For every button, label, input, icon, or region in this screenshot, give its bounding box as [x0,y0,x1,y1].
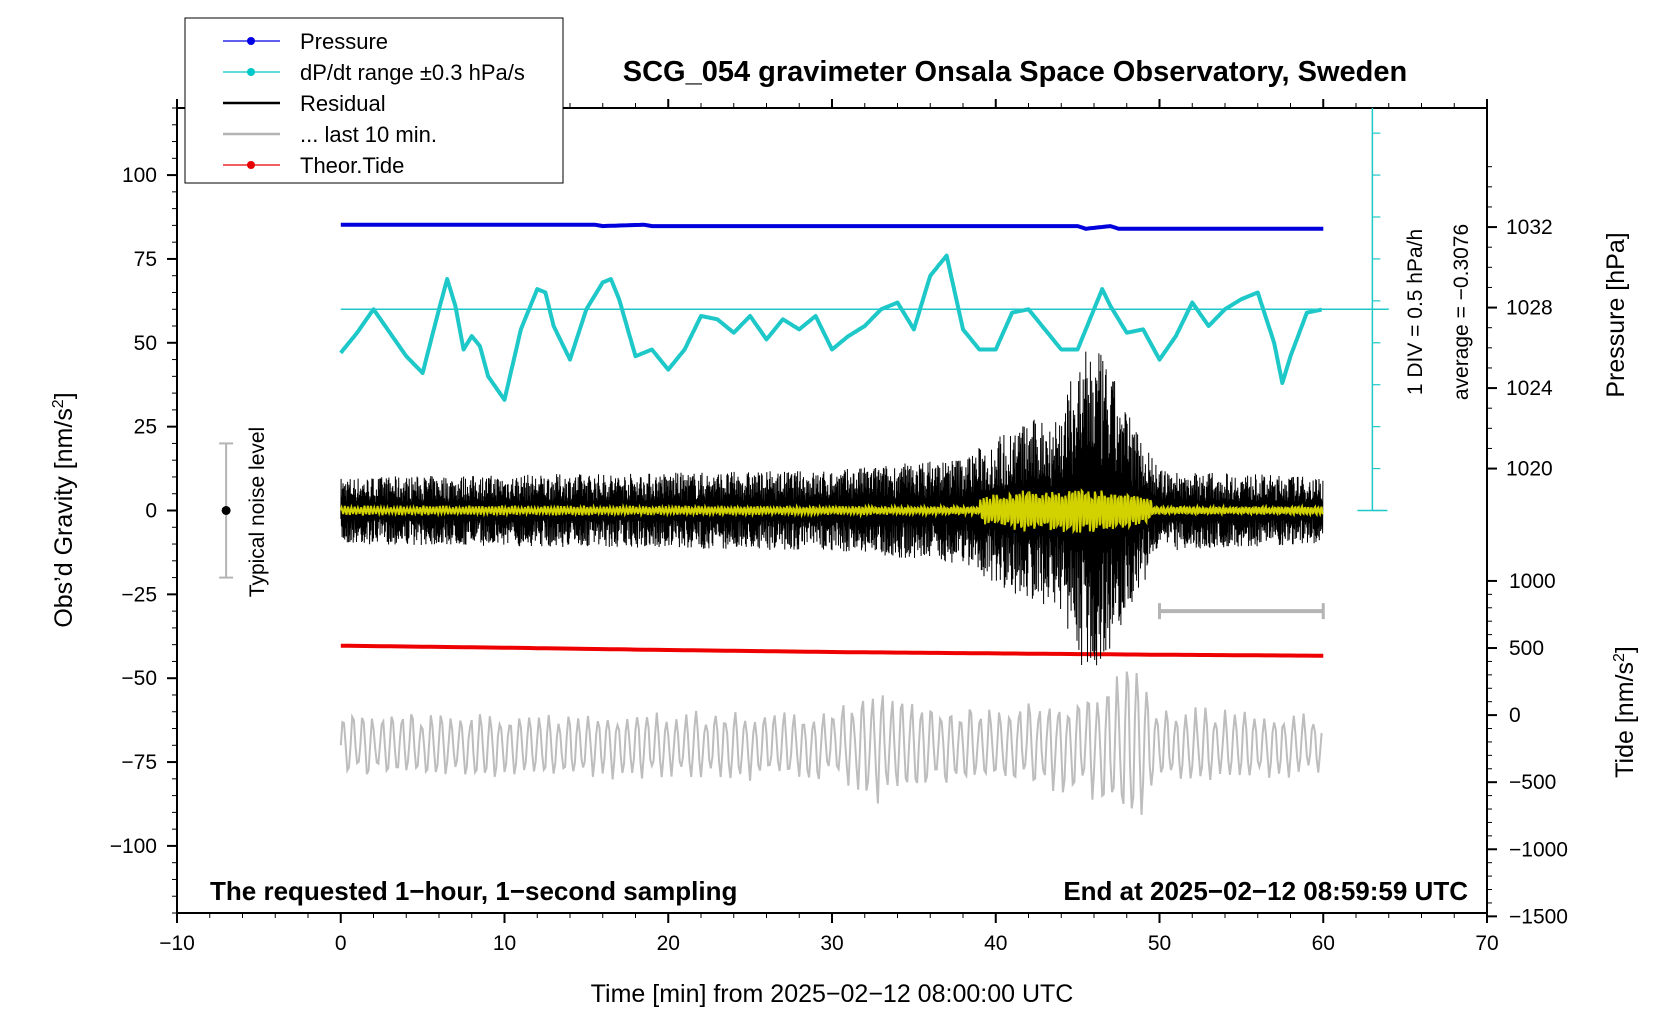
y-tick-label: 25 [134,416,157,439]
y-tick-label: −100 [110,835,157,858]
pressure-tick-label: 1032 [1506,216,1553,239]
tide-tick-label: 0 [1509,704,1521,727]
smoothed-residual-line [339,488,1324,535]
legend-label: dP/dt range ±0.3 hPa/s [300,60,525,85]
annotation-layer [219,442,1325,620]
y-axis-label-tide: Tide [nm/s2] [1611,646,1639,778]
dpdt-series-line [339,253,1322,402]
x-tick-label: 70 [1475,932,1498,955]
legend-box [184,17,564,184]
tide-series-line [340,643,1324,658]
series-layer [339,108,1389,815]
x-tick-label: 0 [335,932,347,955]
tide-tick-label: −500 [1509,771,1556,794]
x-tick-label: 30 [820,932,843,955]
x-tick-label: 60 [1312,932,1335,955]
left-axis-ticks: 100 75 50 25 0 −25 −50 −75 −100 [110,107,177,914]
y-tick-label: −50 [121,667,157,690]
y-tick-label: −75 [121,751,157,774]
y-axis-label-pressure: Pressure [hPa] [1602,232,1630,397]
tide-tick-label: 1000 [1509,570,1556,593]
dpdt-average-label: average = −0.3076 [1450,224,1473,400]
x-axis-ticks: −10 0 10 20 30 40 50 60 70 [159,99,1499,955]
pressure-axis-ticks: 1032 1028 1024 1020 [1487,166,1553,481]
legend-label: Pressure [300,29,388,54]
y-axis-label-gravity: Obs’d Gravity [nm/s2] [50,392,78,627]
x-axis-label: Time [min] from 2025−02−12 08:00:00 UTC [591,980,1074,1008]
chart-title: SCG_054 gravimeter Onsala Space Observat… [623,56,1407,88]
pressure-tick-label: 1020 [1506,458,1553,481]
noise-bar-center-dot [221,506,231,515]
footer-end-time-text: End at 2025−02−12 08:59:59 UTC [1063,876,1468,906]
tide-axis-ticks: 1000 500 0 −500 −1000 −1500 [1487,570,1568,928]
tide-tick-label: 500 [1509,637,1544,660]
noise-level-label: Typical noise level [246,427,269,597]
x-tick-label: 20 [657,932,680,955]
y-tick-label: 75 [134,248,157,271]
legend: Pressure dP/dt range ±0.3 hPa/s Residual..… [184,17,564,184]
pressure-series-line [340,222,1324,231]
legend-label: Residual [300,91,386,116]
tide-tick-label: −1500 [1509,905,1568,928]
x-tick-label: 10 [493,932,516,955]
legend-marker [247,161,255,169]
x-tick-label: 40 [984,932,1007,955]
legend-items: Pressure dP/dt range ±0.3 hPa/s Residual..… [223,29,525,178]
y-tick-label: 100 [122,164,157,187]
last10-series-line [339,671,1323,815]
legend-marker [247,68,255,76]
legend-label: Theor.Tide [300,153,404,178]
y-tick-label: −25 [121,583,157,606]
pressure-tick-label: 1024 [1506,377,1553,400]
dpdt-scale-label: 1 DIV = 0.5 hPa/h [1404,229,1427,395]
legend-marker [247,37,255,45]
x-tick-label: 50 [1148,932,1171,955]
y-tick-label: 50 [134,332,157,355]
footer-sampling-text: The requested 1−hour, 1−second sampling [210,876,737,906]
x-tick-label: −10 [159,932,195,955]
legend-label: ... last 10 min. [300,122,437,147]
tide-tick-label: −1000 [1509,838,1568,861]
pressure-tick-label: 1028 [1506,297,1553,320]
y-tick-label: 0 [145,500,157,523]
